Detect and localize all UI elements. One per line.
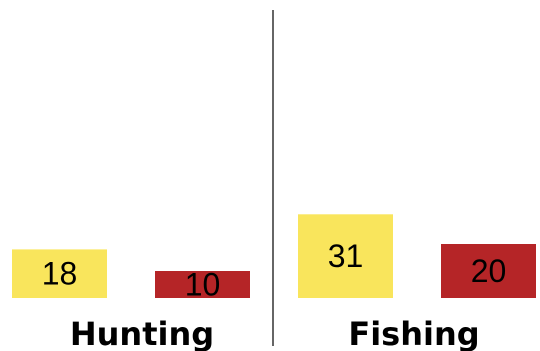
value-label-hunting-2: 10 [185,267,221,303]
value-label-fishing-2: 20 [471,253,507,289]
category-label-fishing: Fishing [348,315,479,351]
category-label-hunting: Hunting [70,315,214,351]
bar-fishing-2 [441,244,536,298]
bar-hunting-2 [155,271,250,298]
bar-fishing-1 [298,214,393,298]
value-label-hunting-1: 18 [42,256,78,292]
bars-layer [12,214,536,298]
bar-hunting-1 [12,249,107,298]
value-label-fishing-1: 31 [328,238,364,274]
labels-layer: 18 10 Hunting 31 20 Fishing [42,238,507,351]
